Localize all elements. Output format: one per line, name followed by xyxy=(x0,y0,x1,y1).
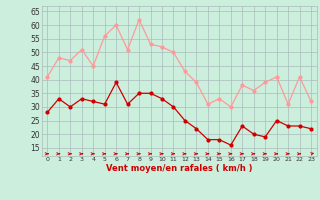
X-axis label: Vent moyen/en rafales ( km/h ): Vent moyen/en rafales ( km/h ) xyxy=(106,164,252,173)
